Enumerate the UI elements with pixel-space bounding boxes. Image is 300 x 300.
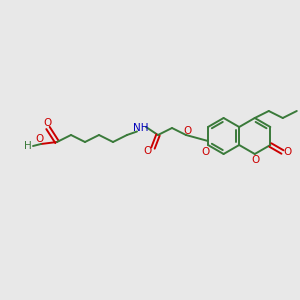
Text: O: O bbox=[252, 155, 260, 165]
Text: O: O bbox=[202, 147, 210, 157]
Text: O: O bbox=[284, 147, 292, 157]
Text: O: O bbox=[144, 146, 152, 156]
Text: NH: NH bbox=[133, 123, 149, 133]
Text: O: O bbox=[44, 118, 52, 128]
Text: H: H bbox=[24, 141, 32, 151]
Text: O: O bbox=[183, 126, 191, 136]
Text: O: O bbox=[36, 134, 44, 144]
